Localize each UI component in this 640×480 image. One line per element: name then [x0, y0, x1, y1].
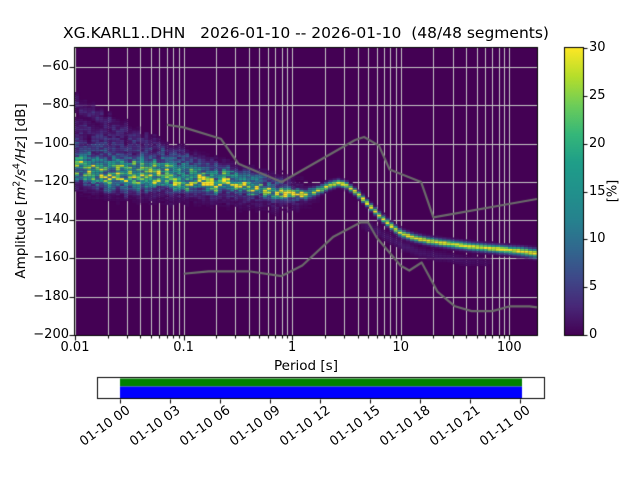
y-tick-label: −60	[41, 59, 69, 75]
y-axis-label-exp-4: 4	[11, 163, 23, 170]
y-axis-label-text: Amplitude [	[12, 199, 29, 279]
colorbar-tick-label: 20	[589, 135, 606, 151]
colorbar-tick-label: 30	[589, 40, 606, 55]
colorbar-tick-label: 25	[589, 87, 606, 103]
colorbar-tick-label: 5	[589, 279, 598, 295]
x-tick-label: 10	[392, 340, 409, 355]
y-axis-label-exp-2: 2	[11, 180, 23, 187]
y-tick-label: −160	[33, 250, 69, 266]
y-axis-label: Amplitude [m2/s4/Hz] [dB]	[11, 103, 29, 278]
x-axis-label: Period [s]	[274, 358, 338, 374]
y-tick-label: −100	[33, 135, 69, 151]
y-tick-label: −120	[33, 173, 69, 189]
y-tick-label: −80	[41, 97, 69, 113]
plot-title: XG.KARL1..DHN 2026-01-10 -- 2026-01-10 (…	[63, 24, 549, 42]
y-tick-label: −140	[33, 212, 69, 228]
y-axis-label-math-m: m	[12, 186, 29, 200]
x-tick-label: 0.01	[60, 340, 90, 355]
x-tick-label: 1	[288, 340, 297, 355]
colorbar-label: [%]	[605, 179, 621, 203]
y-axis-label-math-s: /s	[12, 169, 29, 181]
x-tick-label: 100	[496, 340, 522, 355]
colorbar-tick-label: 10	[589, 231, 606, 247]
y-axis-label-math-hz: /Hz	[12, 141, 29, 164]
y-tick-label: −180	[33, 288, 69, 304]
colorbar-tick-label: 15	[589, 183, 606, 199]
y-tick-label: −200	[33, 327, 69, 342]
x-tick-label: 0.1	[173, 340, 194, 355]
y-axis-label-unit: ] [dB]	[12, 103, 29, 142]
colorbar-tick-label: 0	[589, 327, 598, 342]
